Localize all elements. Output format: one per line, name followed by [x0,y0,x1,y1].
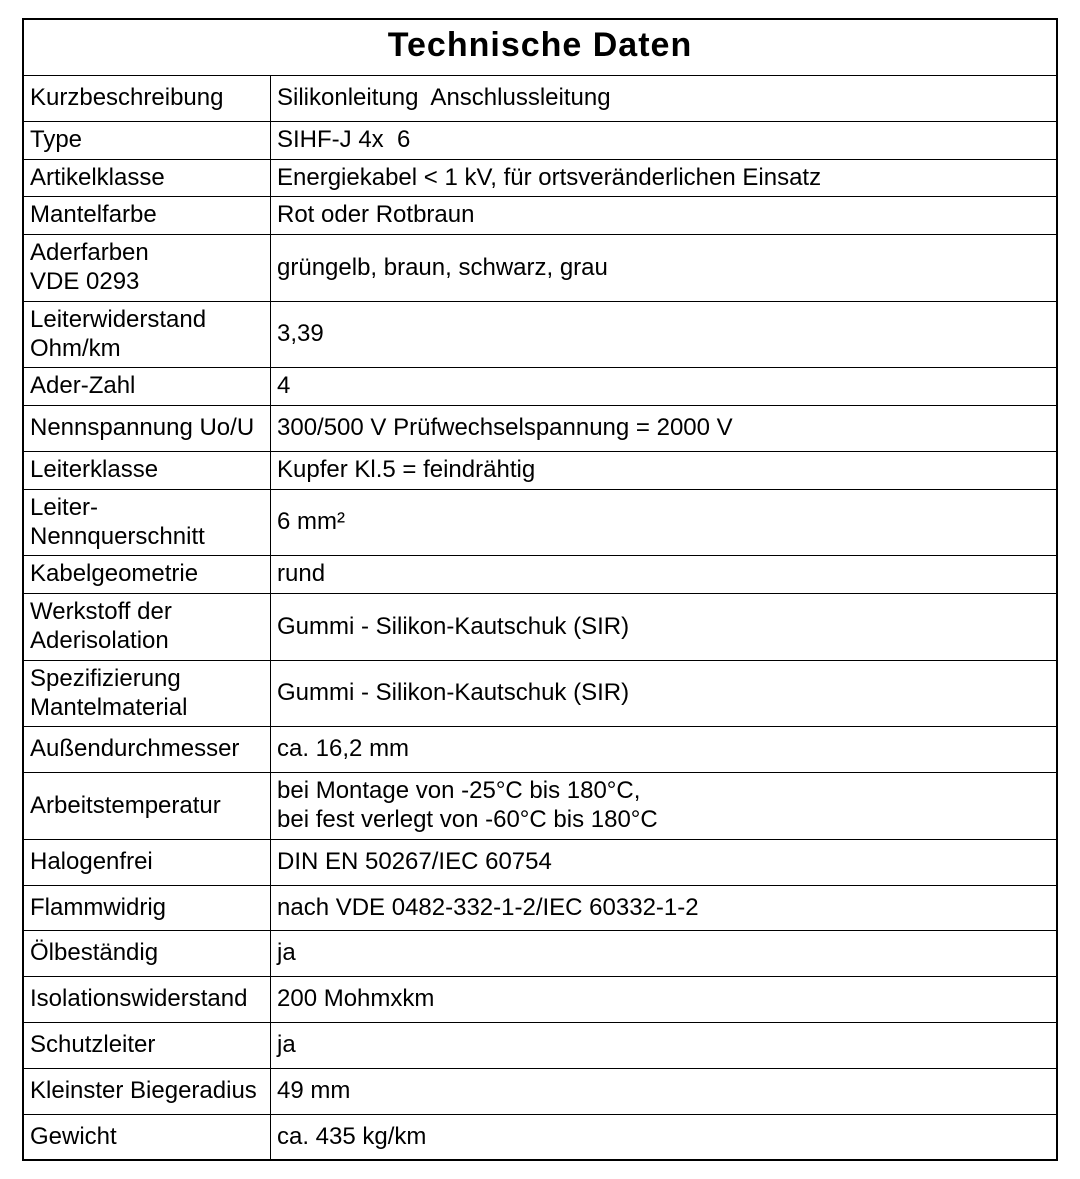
spec-value: ca. 435 kg/km [271,1114,1058,1160]
spec-value: ja [271,931,1058,977]
spec-key: Gewicht [23,1114,271,1160]
table-row: Isolationswiderstand200 Mohmxkm [23,977,1057,1023]
table-row: Flammwidrignach VDE 0482-332-1-2/IEC 603… [23,885,1057,931]
spec-value: Gummi - Silikon-Kautschuk (SIR) [271,660,1058,727]
spec-value: 4 [271,368,1058,406]
table-row: ArtikelklasseEnergiekabel < 1 kV, für or… [23,159,1057,197]
spec-key: Type [23,121,271,159]
spec-key: Artikelklasse [23,159,271,197]
spec-key: Kurzbeschreibung [23,76,271,122]
spec-key: Nennspannung Uo/U [23,406,271,452]
spec-value: grüngelb, braun, schwarz, grau [271,235,1058,302]
table-row: TypeSIHF-J 4x 6 [23,121,1057,159]
table-row: LeiterklasseKupfer Kl.5 = feindrähtig [23,451,1057,489]
table-row: Nennspannung Uo/U300/500 V Prüfwechselsp… [23,406,1057,452]
spec-value: Kupfer Kl.5 = feindrähtig [271,451,1058,489]
spec-value: nach VDE 0482-332-1-2/IEC 60332-1-2 [271,885,1058,931]
table-row: Ölbeständigja [23,931,1057,977]
spec-key: Flammwidrig [23,885,271,931]
table-row: Arbeitstemperaturbei Montage von -25°C b… [23,773,1057,840]
spec-value: ca. 16,2 mm [271,727,1058,773]
spec-value: 200 Mohmxkm [271,977,1058,1023]
table-title: Technische Daten [23,19,1057,76]
table-row: Kleinster Biegeradius49 mm [23,1068,1057,1114]
table-row: Spezifizierung MantelmaterialGummi - Sil… [23,660,1057,727]
spec-value: 49 mm [271,1068,1058,1114]
spec-value: DIN EN 50267/IEC 60754 [271,839,1058,885]
table-row: Leiter- Nennquerschnitt6 mm² [23,489,1057,556]
spec-value: ja [271,1022,1058,1068]
spec-key: Ader-Zahl [23,368,271,406]
spec-key: Leiter- Nennquerschnitt [23,489,271,556]
table-row: Schutzleiterja [23,1022,1057,1068]
spec-key: Kabelgeometrie [23,556,271,594]
spec-value: bei Montage von -25°C bis 180°C, bei fes… [271,773,1058,840]
spec-key: Isolationswiderstand [23,977,271,1023]
spec-key: Arbeitstemperatur [23,773,271,840]
spec-key: Halogenfrei [23,839,271,885]
table-row: HalogenfreiDIN EN 50267/IEC 60754 [23,839,1057,885]
spec-key: Ölbeständig [23,931,271,977]
table-row: Werkstoff der AderisolationGummi - Silik… [23,594,1057,661]
spec-key: Schutzleiter [23,1022,271,1068]
spec-value: Energiekabel < 1 kV, für ortsveränderlic… [271,159,1058,197]
spec-key: Werkstoff der Aderisolation [23,594,271,661]
table-row: KurzbeschreibungSilikonleitung Anschluss… [23,76,1057,122]
table-row: Leiterwiderstand Ohm/km3,39 [23,301,1057,368]
spec-value: Gummi - Silikon-Kautschuk (SIR) [271,594,1058,661]
spec-value: Silikonleitung Anschlussleitung [271,76,1058,122]
spec-value: 3,39 [271,301,1058,368]
spec-value: Rot oder Rotbraun [271,197,1058,235]
table-row: Außendurchmesserca. 16,2 mm [23,727,1057,773]
spec-key: Spezifizierung Mantelmaterial [23,660,271,727]
spec-key: Außendurchmesser [23,727,271,773]
table-row: Gewichtca. 435 kg/km [23,1114,1057,1160]
table-row: Ader-Zahl4 [23,368,1057,406]
spec-key: Kleinster Biegeradius [23,1068,271,1114]
spec-key: Leiterwiderstand Ohm/km [23,301,271,368]
spec-key: Mantelfarbe [23,197,271,235]
table-row: MantelfarbeRot oder Rotbraun [23,197,1057,235]
technical-data-table: Technische Daten KurzbeschreibungSilikon… [22,18,1058,1161]
table-row: Kabelgeometrierund [23,556,1057,594]
spec-value: 300/500 V Prüfwechselspannung = 2000 V [271,406,1058,452]
spec-value: rund [271,556,1058,594]
spec-key: Leiterklasse [23,451,271,489]
spec-value: 6 mm² [271,489,1058,556]
table-row: Aderfarben VDE 0293grüngelb, braun, schw… [23,235,1057,302]
spec-value: SIHF-J 4x 6 [271,121,1058,159]
spec-key: Aderfarben VDE 0293 [23,235,271,302]
